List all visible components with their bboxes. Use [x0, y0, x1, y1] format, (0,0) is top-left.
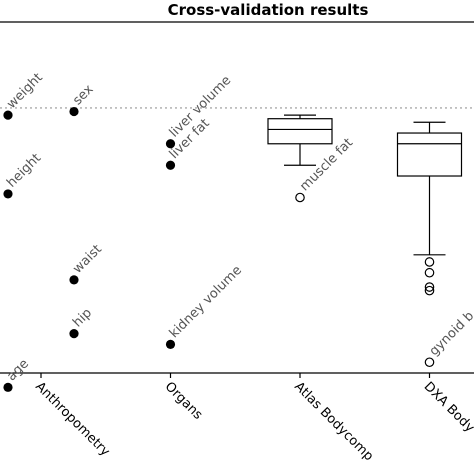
data-point	[165, 160, 176, 170]
boxplots: muscle fat gynoid b	[267, 114, 474, 368]
outlier-point	[424, 267, 435, 278]
point-label: age	[4, 356, 32, 384]
outlier-point	[424, 282, 435, 292]
outlier-point	[295, 192, 305, 203]
x-tick-label: DXA Body	[421, 379, 474, 436]
data-point	[3, 110, 13, 120]
point-label: hip	[70, 306, 95, 331]
outlier-point	[424, 257, 435, 267]
point-label: waist	[70, 242, 105, 277]
data-point	[165, 339, 176, 349]
box	[267, 118, 333, 145]
box	[396, 132, 463, 177]
x-tick-label: Anthropometry	[32, 379, 112, 459]
data-point	[69, 106, 79, 117]
chart-title: Cross-validation results	[168, 1, 369, 19]
data-point	[69, 329, 79, 339]
x-axis-ticks: Anthropometry Organs Atlas Bodycomp DXA Bod…	[32, 373, 474, 464]
point-label: height	[4, 151, 44, 191]
data-point	[3, 189, 13, 199]
x-tick-label: Atlas Bodycomp	[291, 379, 376, 464]
boxplot: muscle fat	[267, 114, 356, 203]
outlier-point	[424, 357, 435, 368]
point-label: sex	[70, 82, 97, 109]
outlier-label: gynoid b	[427, 309, 474, 359]
data-point	[3, 382, 13, 392]
data-point	[165, 139, 176, 149]
outlier-point	[424, 285, 435, 296]
boxplot: gynoid b	[396, 121, 474, 368]
point-label: weight	[4, 70, 46, 112]
point-label: kidney volume	[167, 263, 245, 341]
data-point	[69, 275, 79, 285]
x-tick-label: Organs	[162, 379, 206, 423]
